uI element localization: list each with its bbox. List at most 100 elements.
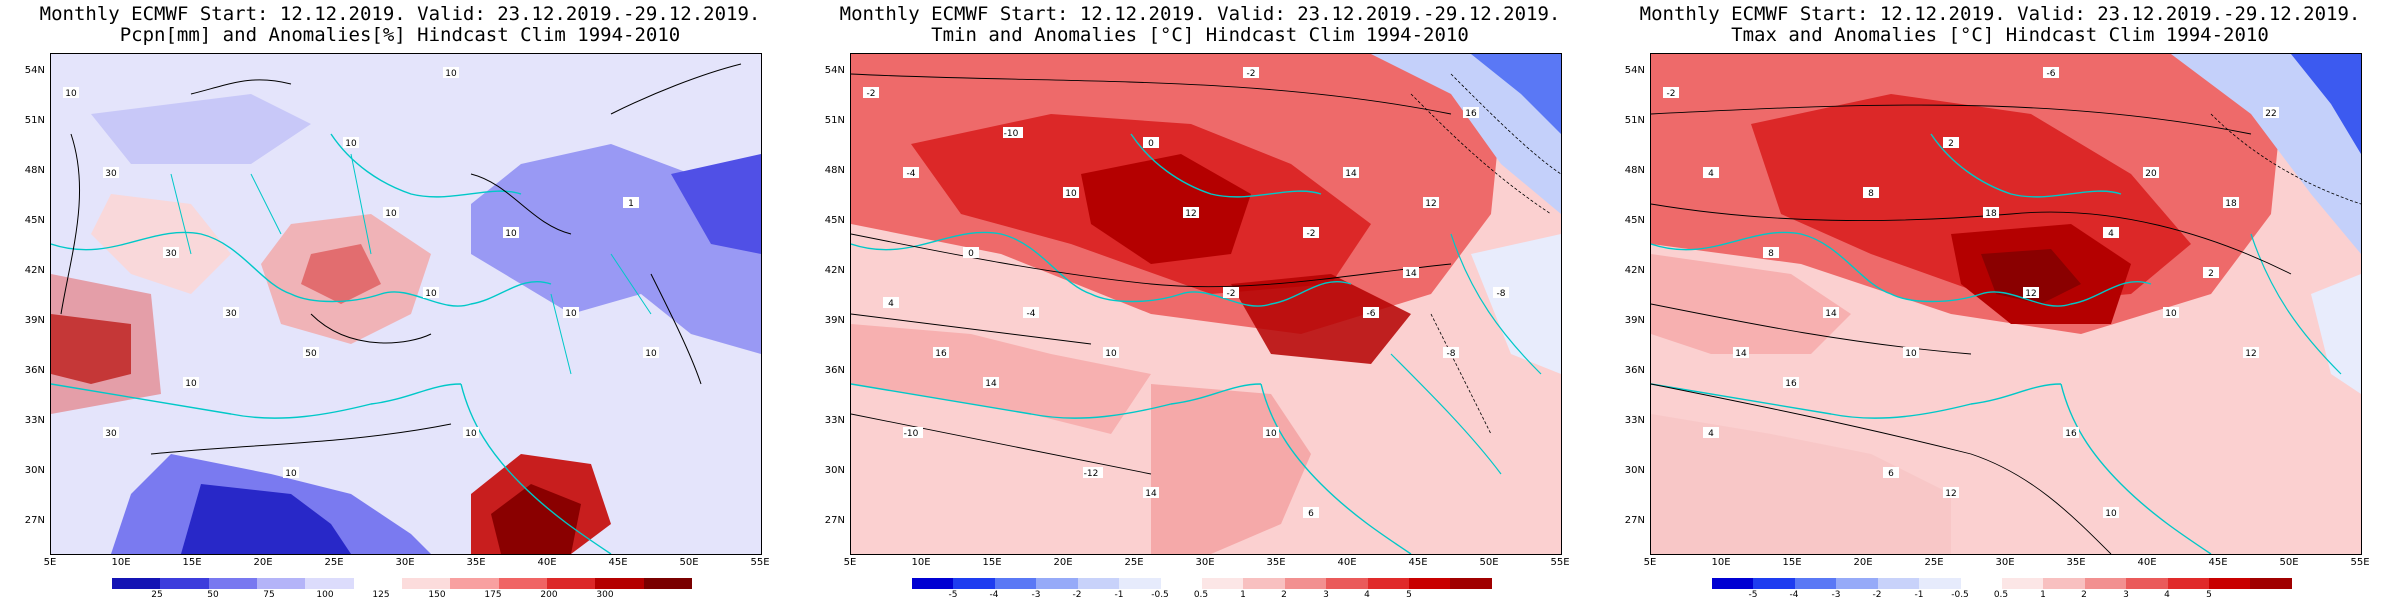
lat-tick-label: 54N [24, 65, 45, 76]
contour-value-label: 14 [1143, 487, 1159, 499]
lon-tick-label: 25E [324, 557, 344, 568]
colorbar-label: 125 [372, 590, 390, 600]
svg-text:14: 14 [985, 379, 997, 389]
lat-tick-label: 48N [824, 165, 845, 176]
colorbar-swatch [1409, 578, 1451, 589]
svg-text:16: 16 [2065, 429, 2077, 439]
lat-tick-label: 51N [24, 115, 45, 126]
panel-title-line1: Monthly ECMWF Start: 12.12.2019. Valid: … [1639, 3, 2361, 25]
panel-title-line1: Monthly ECMWF Start: 12.12.2019. Valid: … [839, 3, 1561, 25]
svg-text:12: 12 [2025, 289, 2036, 299]
panel-title-line2: Pcpn[mm] and Anomalies[%] Hindcast Clim … [119, 24, 681, 46]
svg-text:10: 10 [185, 379, 197, 389]
map-plot-area: -2 -2 -4 0 0 -2 10 -2 -4 -6 -8 -10 -12 10 12 14 12 14 16 16… [850, 53, 1562, 555]
svg-text:10: 10 [645, 349, 657, 359]
contour-value-label: 10 [423, 287, 439, 299]
lon-tick-label: 5E [843, 557, 857, 568]
contour-value-label: 14 [1343, 167, 1359, 179]
lat-tick-label: 36N [24, 365, 45, 376]
contour-value-label: 10 [283, 467, 299, 479]
colorbar-label: -0.5 [1951, 590, 1969, 600]
colorbar-label: 200 [540, 590, 558, 600]
contour-value-label: -8 [1493, 287, 1509, 299]
colorbar-label: 0.5 [1193, 590, 1209, 600]
lat-tick-label: 45N [1624, 215, 1645, 226]
colorbar-label: 2 [1281, 590, 1287, 600]
svg-text:14: 14 [1825, 309, 1837, 319]
colorbar-swatch [953, 578, 995, 589]
colorbar-swatch [1201, 578, 1244, 589]
colorbar-label: -2 [1072, 590, 1082, 600]
svg-text:10: 10 [2105, 509, 2117, 519]
contour-value-label: -2 [1243, 67, 1259, 79]
colorbar-swatch [450, 578, 499, 589]
contour-value-label: 16 [1783, 377, 1799, 389]
contour-value-label: 10 [383, 207, 399, 219]
lat-tick-label: 33N [824, 415, 845, 426]
colorbar-label: 2 [2081, 590, 2087, 600]
colorbar-swatch [1836, 578, 1878, 589]
contour-value-label: 4 [1703, 167, 1719, 179]
contour-value-label: 10 [1263, 427, 1279, 439]
contour-value-label: 10 [643, 347, 659, 359]
svg-text:-10: -10 [904, 429, 919, 439]
lon-tick-label: 40E [537, 557, 557, 568]
contour-value-label: 2 [2203, 267, 2219, 279]
svg-text:10: 10 [1265, 429, 1277, 439]
lat-tick-label: 39N [824, 315, 845, 326]
colorbar-label: -1 [1914, 590, 1924, 600]
colorbar-swatch [305, 578, 354, 589]
contour-value-label: -10 [903, 427, 923, 439]
colorbar-swatch [2167, 578, 2210, 589]
colorbar-label: 4 [2164, 590, 2170, 600]
svg-text:30: 30 [225, 309, 237, 319]
svg-text:20: 20 [2145, 169, 2157, 179]
lon-tick-label: 15E [1782, 557, 1802, 568]
colorbar-label: -4 [1789, 590, 1799, 600]
lon-tick-label: 45E [2208, 557, 2228, 568]
lon-tick-label: 5E [43, 557, 57, 568]
lon-tick-label: 45E [608, 557, 628, 568]
contour-value-label: 10 [2103, 507, 2119, 519]
contour-value-label: 14 [1823, 307, 1839, 319]
lat-tick-label: 27N [1624, 515, 1645, 526]
lon-tick-label: 30E [1195, 557, 1215, 568]
svg-text:10: 10 [385, 209, 397, 219]
lat-tick-label: 54N [1624, 65, 1645, 76]
svg-text:30: 30 [165, 249, 177, 259]
contour-value-label: 50 [303, 347, 319, 359]
colorbar-label: -5 [1748, 590, 1758, 600]
lon-tick-label: 35E [1266, 557, 1286, 568]
colorbar-label: 3 [1323, 590, 1329, 600]
lon-tick-label: 35E [466, 557, 486, 568]
colorbar-label: -5 [948, 590, 958, 600]
lon-tick-label: 40E [1337, 557, 1357, 568]
map-plot-area: -2 -6 4 2 8 4 10 12 14 10 12 4 6 16 18 16 18 20 22 14 12 10 8 2 [1650, 53, 2362, 555]
colorbar-swatch [256, 578, 306, 589]
contour-value-label: -2 [1223, 287, 1239, 299]
contour-value-label: 10 [563, 307, 579, 319]
contour-value-label: 14 [983, 377, 999, 389]
lon-tick-label: 10E [1711, 557, 1731, 568]
svg-text:12: 12 [2245, 349, 2256, 359]
lon-tick-label: 20E [1853, 557, 1873, 568]
contour-value-label: 20 [2143, 167, 2159, 179]
contour-value-label: 10 [503, 227, 519, 239]
contour-value-label: 14 [1403, 267, 1419, 279]
contour-value-label: -6 [1363, 307, 1379, 319]
svg-text:10: 10 [1105, 349, 1117, 359]
svg-text:18: 18 [2225, 199, 2237, 209]
contour-value-label: 30 [103, 427, 119, 439]
colorbar-swatch [401, 578, 451, 589]
svg-text:16: 16 [1785, 379, 1797, 389]
svg-text:50: 50 [305, 349, 317, 359]
svg-text:12: 12 [1945, 489, 1956, 499]
svg-text:-4: -4 [907, 169, 916, 179]
lon-tick-label: 50E [679, 557, 699, 568]
colorbar-swatch [1450, 578, 1492, 589]
precip-field-map: 10 10 30 10 30 10 50 10 30 10 10 30 10 10 1 10 10 [51, 54, 761, 554]
svg-text:-10: -10 [1004, 129, 1019, 139]
colorbar-label: 5 [2206, 590, 2212, 600]
lon-tick-label: 10E [911, 557, 931, 568]
lat-tick-label: 36N [1624, 365, 1645, 376]
